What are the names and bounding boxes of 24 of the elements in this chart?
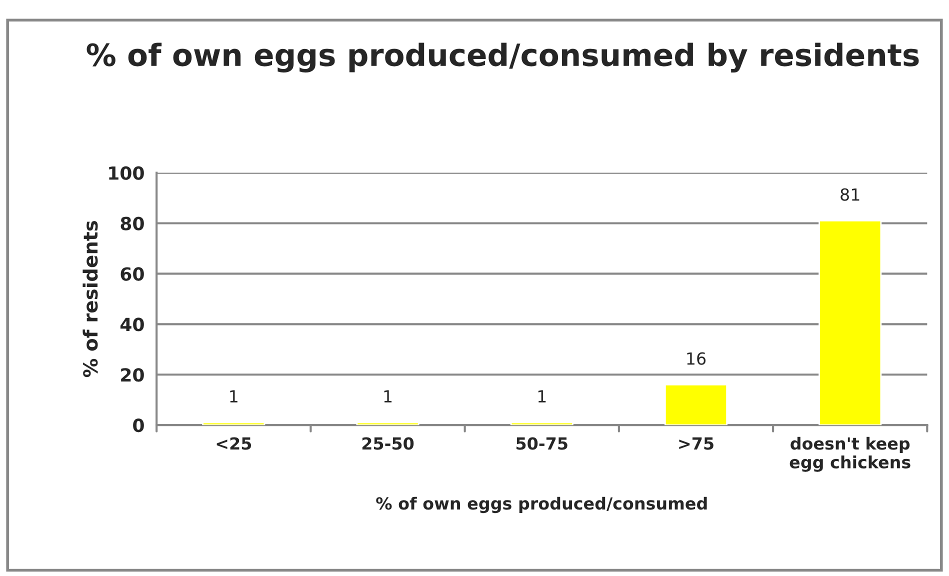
x-axis-title: % of own eggs produced/consumed [376,496,707,514]
y-tick-label: 80 [120,216,144,230]
bar [818,220,882,426]
x-tick-label: <25 [216,437,252,450]
y-axis-title: % of residents [82,221,98,378]
data-label: 81 [840,188,860,201]
bar [664,384,728,426]
y-tick-label: 40 [120,318,144,332]
x-tick-label: doesn't keep egg chickens [790,436,910,472]
bar [356,422,420,426]
bar [510,422,574,426]
y-tick-label: 20 [121,368,144,382]
y-tick-label: 60 [120,267,144,281]
data-label: 16 [687,352,706,365]
chart-title: % of own eggs produced/consumed by residents [86,42,919,73]
data-label: 1 [230,390,238,402]
x-tick-label: 50-75 [516,437,568,450]
bar [202,422,266,426]
data-label: 1 [538,390,546,402]
x-tick-label: 25-50 [362,437,414,450]
y-tick-label: 0 [133,418,144,432]
y-tick-label: 100 [109,166,144,180]
x-tick-label: >75 [679,437,714,450]
data-label: 1 [384,390,392,402]
